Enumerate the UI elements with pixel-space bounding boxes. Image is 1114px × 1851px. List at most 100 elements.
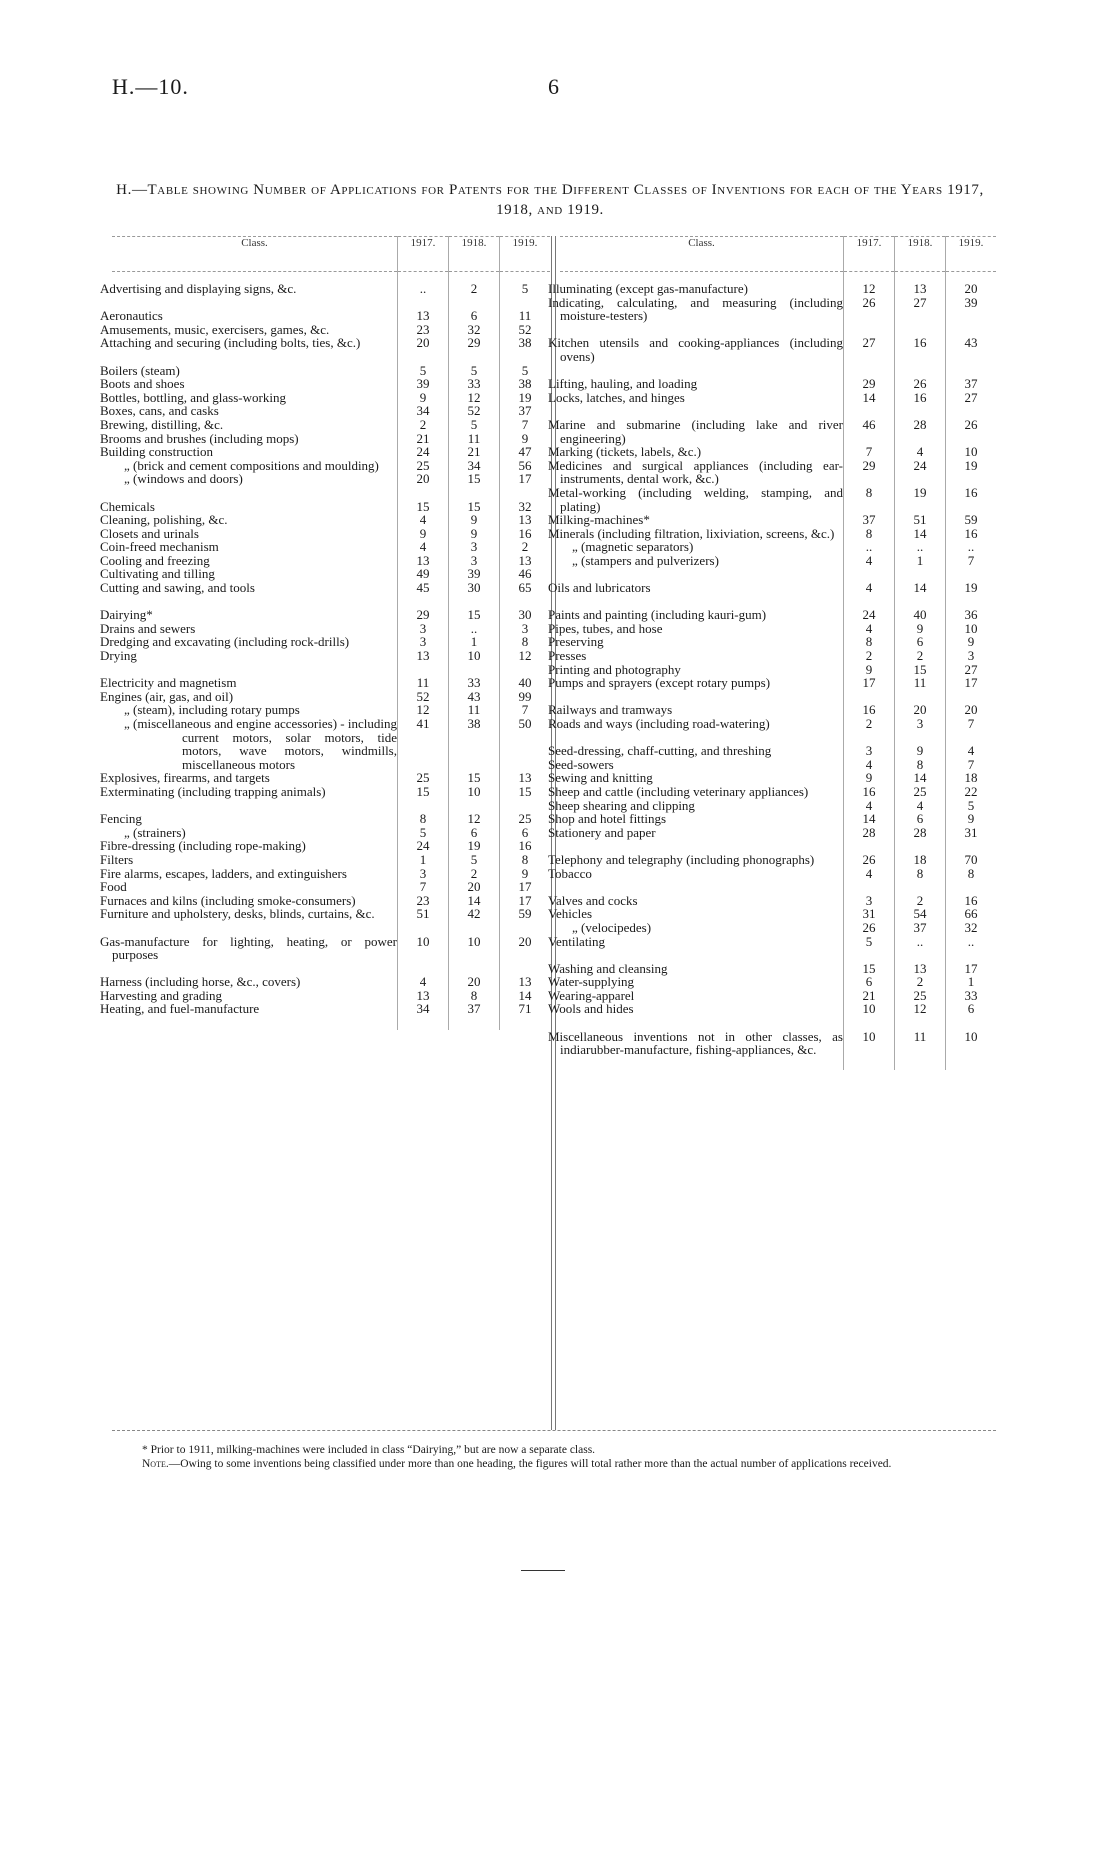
- count-cell: 6: [499, 826, 550, 840]
- class-name: Attaching and securing (including bolts,…: [100, 335, 361, 351]
- count-cell: 9: [945, 812, 996, 826]
- count-cell: 50: [499, 717, 550, 772]
- class-name: Sheep shearing and clipping: [548, 797, 695, 813]
- count-cell: 4: [843, 758, 895, 772]
- class-name: Boilers (steam): [100, 362, 180, 378]
- class-name: Fibre-dressing (including rope-making): [100, 838, 306, 854]
- column-divider: [551, 236, 556, 1430]
- footnote-milking: * Prior to 1911, milking-machines were i…: [142, 1444, 596, 1456]
- table-row: Wools and hides 10 12 6: [548, 1002, 996, 1017]
- class-name: Food: [100, 879, 127, 895]
- class-name: Metal-working (including welding, stampi…: [548, 484, 843, 514]
- class-name: Preserving: [548, 634, 604, 650]
- table-row: Coin-freed mechanism 4 3 2: [100, 540, 550, 554]
- year-header: 1917.: [397, 236, 449, 272]
- count-cell: 27: [894, 295, 946, 323]
- table-row: Railways and tramways 16 20 20: [548, 703, 996, 717]
- class-name: „ (miscellaneous and engine accessories)…: [124, 716, 397, 772]
- count-cell: 52: [499, 323, 550, 337]
- group-spacer: [560, 948, 996, 962]
- count-cell: 4: [894, 445, 946, 459]
- count-cell: 16: [945, 486, 996, 514]
- table-row: „ (stampers and pulverizers) 4 1 7: [560, 554, 996, 568]
- count-cell: 29: [843, 458, 895, 486]
- count-cell: 4: [397, 513, 449, 527]
- count-cell: 40: [894, 608, 946, 622]
- header-row: Class. 1917. 1918. 1919.: [560, 236, 996, 272]
- count-cell: 9: [448, 513, 500, 527]
- year-header: 1917.: [843, 236, 895, 272]
- table-row: Shop and hotel fittings 14 6 9: [548, 812, 996, 826]
- count-cell: 2: [448, 866, 500, 881]
- count-cell: 3: [448, 540, 500, 554]
- group-spacer: [112, 920, 550, 935]
- count-cell: 21: [448, 445, 500, 459]
- table-row: Fencing 8 12 25: [100, 812, 550, 826]
- page-number: 6: [548, 74, 559, 99]
- table-row: Drains and sewers 3.. 3: [100, 622, 550, 636]
- count-cell: 10: [448, 649, 500, 663]
- table-row: „ (velocipedes) 26 37 32: [560, 921, 996, 935]
- count-cell: 33: [448, 377, 500, 391]
- count-cell: 10: [945, 1029, 996, 1057]
- group-spacer: [560, 363, 996, 378]
- class-name: Drying: [100, 648, 137, 664]
- class-name: Building construction: [100, 444, 214, 460]
- count-cell: 37: [448, 1002, 500, 1017]
- count-cell: 4: [843, 866, 895, 881]
- table-row: Kitchen utensils and cooking-appliances …: [548, 336, 996, 364]
- count-cell: 9: [397, 527, 449, 541]
- class-name: Boxes, cans, and casks: [100, 403, 219, 419]
- table-row: Cooling and freezing 13 3 13: [100, 552, 550, 568]
- count-cell: 13: [894, 271, 946, 296]
- class-name: Miscellaneous inventions not in other cl…: [548, 1028, 843, 1058]
- group-spacer: [560, 689, 996, 704]
- table-row: Tobacco 4 8 8: [548, 866, 996, 881]
- count-cell: 15: [843, 962, 895, 976]
- count-cell: ..: [448, 622, 500, 636]
- class-name: Water-supplying: [548, 974, 635, 990]
- group-spacer: [560, 1056, 996, 1071]
- count-cell: ..: [945, 934, 996, 949]
- year-header: 1918.: [894, 236, 946, 272]
- count-cell: 34: [397, 404, 449, 418]
- count-cell: 13: [499, 513, 550, 527]
- table-row: Brewing, distilling, &c. 2 5 7: [100, 418, 550, 432]
- table-row: „ (windows and doors) 20 15 17: [112, 472, 550, 486]
- count-cell: 10: [945, 445, 996, 459]
- class-name: Vehicles: [548, 906, 593, 922]
- count-cell: 13: [894, 962, 946, 976]
- count-cell: 2: [894, 975, 946, 989]
- table-row: Filters 1 5 8: [100, 853, 550, 867]
- count-cell: 12: [843, 271, 895, 296]
- count-cell: 5: [843, 934, 895, 949]
- count-cell: 19: [945, 458, 996, 486]
- class-name: Cooling and freezing: [100, 552, 210, 568]
- count-cell: 37: [499, 404, 550, 418]
- table-row: Minerals (including filtration, lixiviat…: [548, 527, 996, 541]
- class-name: Gas-manufacture for lighting, heating, o…: [100, 933, 397, 963]
- table-row: Explosives, firearms, and targets 25 15 13: [100, 771, 550, 785]
- count-cell: 46: [499, 567, 550, 582]
- table-row: Marking (tickets, labels, &c.) 7 4 10: [548, 445, 996, 459]
- class-name: Oils and lubricators: [548, 580, 651, 596]
- class-name: Amusements, music, exercisers, games, &c…: [100, 321, 330, 337]
- count-cell: 23: [397, 894, 449, 908]
- table-row: „ (steam), including rotary pumps 12 11 7: [112, 703, 550, 717]
- count-cell: 12: [499, 649, 550, 663]
- table-row: Washing and cleansing 15 13 17: [548, 962, 996, 976]
- class-name: „ (strainers): [124, 824, 186, 840]
- count-cell: 18: [894, 853, 946, 867]
- count-cell: 26: [843, 853, 895, 867]
- class-name: Seed-sowers: [548, 756, 614, 772]
- count-cell: 54: [894, 907, 946, 921]
- count-cell: 71: [499, 1002, 550, 1017]
- count-cell: 99: [499, 690, 550, 704]
- table-row: Drying 13 10 12: [100, 648, 550, 664]
- count-cell: 20: [397, 336, 449, 350]
- class-name: Furniture and upholstery, desks, blinds,…: [100, 906, 375, 922]
- count-cell: 7: [843, 445, 895, 459]
- table-row: Water-supplying 6 2 1: [548, 974, 996, 990]
- count-cell: 6: [448, 826, 500, 840]
- count-cell: 10: [448, 785, 500, 799]
